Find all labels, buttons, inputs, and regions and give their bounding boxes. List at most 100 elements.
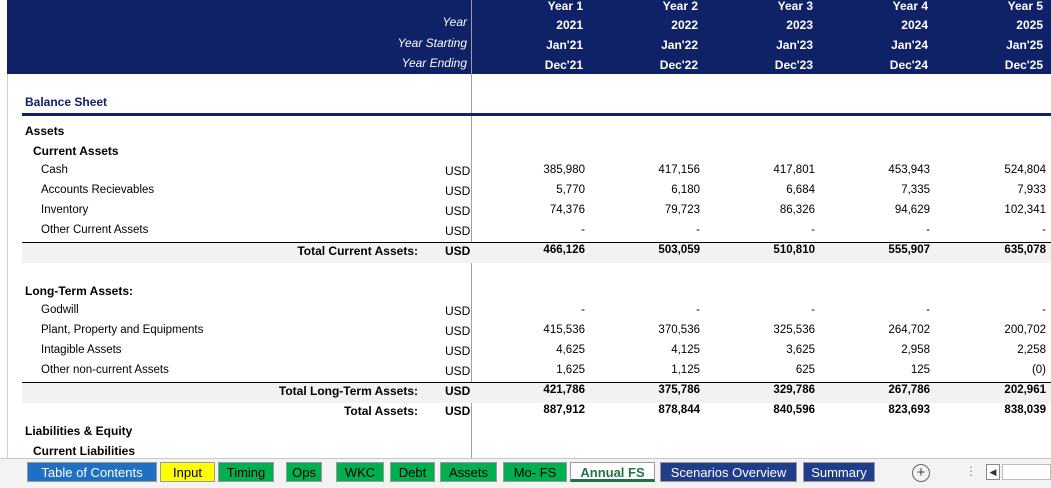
current-asset-row-value: 417,801: [773, 164, 815, 176]
current-asset-row-value: -: [926, 224, 930, 236]
current-asset-row-value: 417,156: [658, 164, 700, 176]
sheet-title: Balance Sheet: [25, 95, 108, 109]
long-term-asset-row-unit: USD: [445, 304, 471, 318]
total-current-assets-value: 555,907: [888, 244, 930, 256]
total-assets-value: 840,596: [773, 404, 815, 416]
current-asset-row-label: Cash: [41, 164, 68, 176]
current-asset-row-label: Accounts Recievables: [41, 184, 155, 196]
long-term-asset-row-label: Godwill: [41, 304, 79, 316]
long-term-asset-row-value: -: [581, 304, 585, 316]
header-end-month: Dec'25: [1004, 58, 1043, 72]
vertical-dots-icon[interactable]: ⋮: [965, 464, 977, 478]
triangle-left-icon[interactable]: ◀: [986, 464, 1000, 480]
long-term-asset-row-unit: USD: [445, 344, 471, 358]
header-year-label: Year: [442, 15, 467, 29]
sheet-tab-bar: Table of Contents Input Timing Ops WKC Debt As…: [0, 458, 1051, 488]
current-assets-heading: Current Assets: [33, 144, 119, 158]
long-term-asset-row-label: Other non-current Assets: [41, 364, 169, 376]
current-asset-row-value: -: [1042, 224, 1046, 236]
long-term-asset-row-value: 325,536: [773, 324, 815, 336]
header-start-month: Jan'25: [1006, 38, 1043, 52]
long-term-asset-row-value: 200,702: [1004, 324, 1046, 336]
total-current-assets-label: Total Current Assets:: [297, 244, 418, 258]
sheet-tab-summary[interactable]: Summary: [803, 462, 875, 482]
plus-circle-icon[interactable]: +: [912, 464, 930, 482]
sheet-tab-timing[interactable]: Timing: [218, 462, 274, 482]
label-column-separator: [471, 0, 472, 458]
header-year-starting-label: Year Starting: [397, 36, 467, 50]
current-asset-row-label: Inventory: [41, 204, 89, 216]
long-term-asset-row-value: 415,536: [543, 324, 585, 336]
current-asset-row-value: -: [696, 224, 700, 236]
long-term-asset-row-value: -: [696, 304, 700, 316]
sheet-tab-debt[interactable]: Debt: [390, 462, 435, 482]
current-asset-row-value: 7,335: [901, 184, 930, 196]
current-asset-row-value: 385,980: [543, 164, 585, 176]
long-term-asset-row-value: -: [1042, 304, 1046, 316]
sheet-tab-input[interactable]: Input: [160, 462, 215, 482]
current-asset-row-value: 5,770: [556, 184, 585, 196]
long-term-asset-row-value: -: [811, 304, 815, 316]
long-term-asset-row-value: 2,258: [1017, 344, 1046, 356]
long-term-asset-row-value: 1,625: [556, 364, 585, 376]
current-asset-row-unit: USD: [445, 224, 471, 238]
sheet-tab-ops[interactable]: Ops: [286, 462, 322, 482]
sheet-tab-mo-fs[interactable]: Mo- FS: [503, 462, 567, 482]
header-year: 2021: [556, 18, 583, 32]
total-current-assets-value: 635,078: [1004, 244, 1046, 256]
current-asset-row-unit: USD: [445, 204, 471, 218]
total-long-term-assets-value: 202,961: [1004, 384, 1046, 396]
long-term-asset-row-value: 4,125: [671, 344, 700, 356]
total-assets-unit: USD: [445, 404, 471, 418]
long-term-asset-row-unit: USD: [445, 324, 471, 338]
total-rule: [22, 242, 1051, 243]
header-year: 2022: [671, 18, 698, 32]
total-assets-value: 823,693: [888, 404, 930, 416]
header-start-month: Jan'23: [776, 38, 813, 52]
long-term-asset-row-value: 1,125: [671, 364, 700, 376]
current-asset-row-value: -: [811, 224, 815, 236]
liabilities-equity-heading: Liabilities & Equity: [25, 424, 133, 438]
header-year-number: Year 2: [662, 0, 698, 13]
long-term-asset-row-value: -: [926, 304, 930, 316]
long-term-asset-row-value: 264,702: [888, 324, 930, 336]
current-asset-row-label: Other Current Assets: [41, 224, 149, 236]
horizontal-scrollbar[interactable]: [1002, 464, 1051, 480]
header-year-number: Year 1: [547, 0, 583, 13]
current-asset-row-value: 79,723: [664, 204, 700, 216]
header-band: [7, 0, 1051, 74]
long-term-asset-row-unit: USD: [445, 364, 471, 378]
total-long-term-assets-value: 267,786: [888, 384, 930, 396]
current-liabilities-heading: Current Liabilities: [33, 444, 136, 458]
total-current-assets-value: 466,126: [543, 244, 585, 256]
sheet-tab-scenarios-overview[interactable]: Scenarios Overview: [660, 462, 797, 482]
long-term-asset-row-label: Intagible Assets: [41, 344, 122, 356]
sheet-tab-table-of-contents[interactable]: Table of Contents: [27, 462, 157, 482]
current-asset-row-unit: USD: [445, 164, 471, 178]
header-year-number: Year 5: [1007, 0, 1043, 13]
long-term-asset-row-value: (0): [1031, 364, 1046, 376]
total-long-term-assets-label: Total Long-Term Assets:: [278, 384, 418, 398]
total-long-term-assets-unit: USD: [445, 384, 471, 398]
total-long-term-assets-value: 329,786: [773, 384, 815, 396]
total-current-assets-unit: USD: [445, 244, 471, 258]
total-assets-label: Total Assets:: [343, 404, 418, 418]
sheet-tab-assets[interactable]: Assets: [440, 462, 497, 482]
sheet-tab-wkc[interactable]: WKC: [336, 462, 384, 482]
header-start-month: Jan'22: [661, 38, 698, 52]
current-asset-row-value: 102,341: [1004, 204, 1046, 216]
header-year-number: Year 3: [777, 0, 813, 13]
header-end-month: Dec'24: [889, 58, 928, 72]
total-rule: [22, 382, 1051, 383]
sheet-tab-annual-fs[interactable]: Annual FS: [570, 462, 655, 482]
current-asset-row-unit: USD: [445, 184, 471, 198]
header-year-ending-label: Year Ending: [401, 56, 467, 70]
header-year: 2025: [1016, 18, 1043, 32]
total-long-term-assets-value: 375,786: [658, 384, 700, 396]
total-current-assets-value: 503,059: [658, 244, 700, 256]
header-start-month: Jan'24: [891, 38, 928, 52]
header-year: 2023: [786, 18, 813, 32]
long-term-asset-row-value: 625: [795, 364, 815, 376]
total-row-shade: [22, 383, 1051, 403]
total-assets-value: 838,039: [1004, 404, 1046, 416]
